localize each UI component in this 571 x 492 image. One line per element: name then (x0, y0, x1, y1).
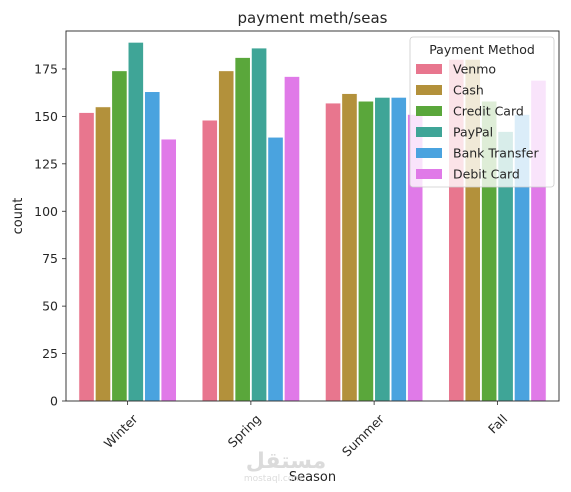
bar-paypal-spring (251, 47, 268, 402)
bar-debit-card-winter (160, 138, 177, 402)
x-tick-label: Summer (339, 411, 388, 460)
bar-credit-card-summer (357, 100, 374, 402)
legend-label: Bank Transfer (453, 146, 539, 161)
bar-bank-transfer-winter (144, 91, 161, 402)
chart-title: payment meth/seas (238, 9, 388, 27)
legend-label: Credit Card (453, 104, 524, 119)
bar-venmo-winter (78, 112, 95, 402)
bar-credit-card-spring (234, 57, 251, 402)
legend-frame (409, 36, 555, 188)
bar-paypal-summer (374, 97, 391, 402)
watermark: مستقل mostaql.com (244, 449, 326, 484)
bar-venmo-spring (201, 119, 218, 402)
watermark-brand: مستقل (246, 449, 326, 474)
bar-cash-winter (95, 106, 111, 402)
bar-venmo-summer (325, 102, 341, 402)
legend-swatch (416, 64, 442, 74)
legend: Payment Method Venmo Cash Credit Card PayPa… (409, 36, 555, 188)
bar-bank-transfer-summer (390, 97, 407, 402)
y-tick-label: 0 (50, 394, 58, 409)
legend-label: Debit Card (453, 167, 520, 182)
legend-swatch (416, 85, 442, 95)
x-tick-label: Winter (101, 411, 141, 451)
x-tick-label: Fall (485, 411, 510, 436)
y-axis-label: count (11, 198, 26, 235)
bar-debit-card-spring (284, 76, 300, 402)
y-tick-label: 25 (42, 346, 58, 361)
bar-cash-spring (218, 70, 235, 402)
y-tick-label: 100 (34, 204, 58, 219)
y-tick-label: 75 (42, 251, 58, 266)
legend-swatch (416, 127, 442, 137)
y-tick-label: 50 (42, 299, 58, 314)
y-tick-label: 175 (34, 61, 58, 76)
bar-paypal-winter (127, 42, 144, 402)
y-tick-label: 150 (34, 109, 58, 124)
plot-frame (65, 30, 560, 402)
y-tick-label: 125 (34, 156, 58, 171)
legend-swatch (416, 148, 442, 158)
legend-swatch (416, 169, 442, 179)
bar-cash-summer (341, 93, 358, 402)
watermark-sub: mostaql.com (244, 474, 302, 484)
y-axis-ticks: 0 25 50 75 100 125 150 175 (34, 61, 66, 409)
bar-credit-card-winter (111, 70, 128, 402)
x-tick-label: Spring (225, 411, 264, 450)
bar-bank-transfer-spring (267, 136, 284, 402)
legend-label: PayPal (453, 125, 493, 140)
legend-title: Payment Method (429, 42, 535, 57)
legend-label: Cash (453, 83, 484, 98)
legend-items: Venmo Cash Credit Card PayPal Bank Transfer D… (416, 62, 539, 182)
legend-swatch (416, 106, 442, 116)
legend-label: Venmo (453, 62, 496, 77)
x-axis-label: Season (289, 470, 336, 485)
